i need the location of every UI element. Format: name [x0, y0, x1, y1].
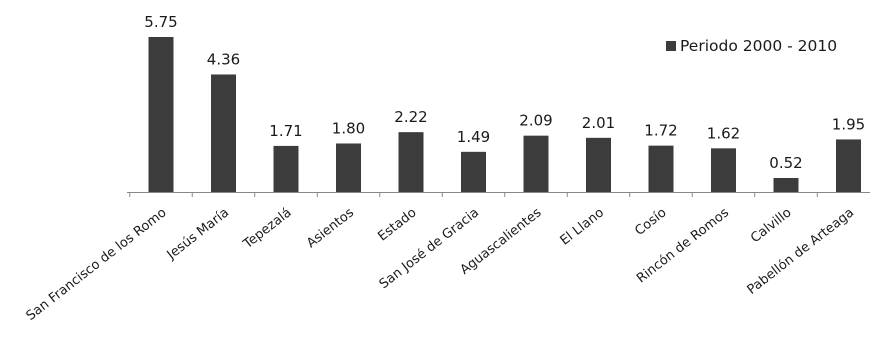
x-tick-marks: [129, 192, 818, 197]
bar-value-label: 2.01: [582, 114, 615, 132]
bar-value-label: 1.72: [644, 122, 677, 140]
legend-swatch: [666, 41, 676, 51]
value-labels-group: 5.75 4.36 1.71 1.80 2.22 1.49 2.09 2.01 1.72 1.62…: [144, 13, 865, 172]
category-label: El Llano: [558, 205, 607, 248]
bar-value-label: 1.49: [457, 128, 490, 146]
category-label: San Francisco de los Romo: [24, 205, 170, 324]
bar: [461, 151, 486, 192]
category-label: Estado: [375, 205, 419, 244]
bar: [836, 139, 861, 192]
category-label: Cosío: [632, 205, 669, 239]
bar-value-label: 1.71: [269, 122, 302, 140]
bar: [211, 74, 236, 192]
category-label: Tepezalá: [240, 205, 294, 252]
bar-value-label: 2.22: [394, 108, 427, 126]
category-label: Calvillo: [748, 205, 794, 246]
bar-value-label: 5.75: [144, 13, 177, 31]
bar: [398, 132, 424, 192]
bar-value-label: 1.95: [832, 115, 865, 133]
bar: [648, 145, 674, 192]
legend: Periodo 2000 - 2010: [666, 37, 837, 55]
bar: [773, 177, 799, 192]
bar: [523, 135, 549, 192]
bar: [711, 148, 736, 192]
category-label: Pabellón de Arteaga: [745, 205, 857, 297]
bar-value-label: 2.09: [519, 112, 552, 130]
bar-value-label: 0.52: [769, 154, 802, 172]
bar: [586, 137, 611, 192]
category-label: Jesús María: [164, 205, 232, 263]
bar-value-label: 1.80: [332, 119, 365, 137]
legend-label: Periodo 2000 - 2010: [680, 37, 838, 55]
bar: [148, 37, 174, 192]
category-label: Asientos: [304, 205, 357, 251]
bar: [336, 143, 361, 192]
bar: [273, 145, 299, 192]
bars-group: [148, 37, 861, 192]
bar-value-label: 1.62: [707, 124, 740, 142]
bar-value-label: 4.36: [207, 50, 240, 68]
